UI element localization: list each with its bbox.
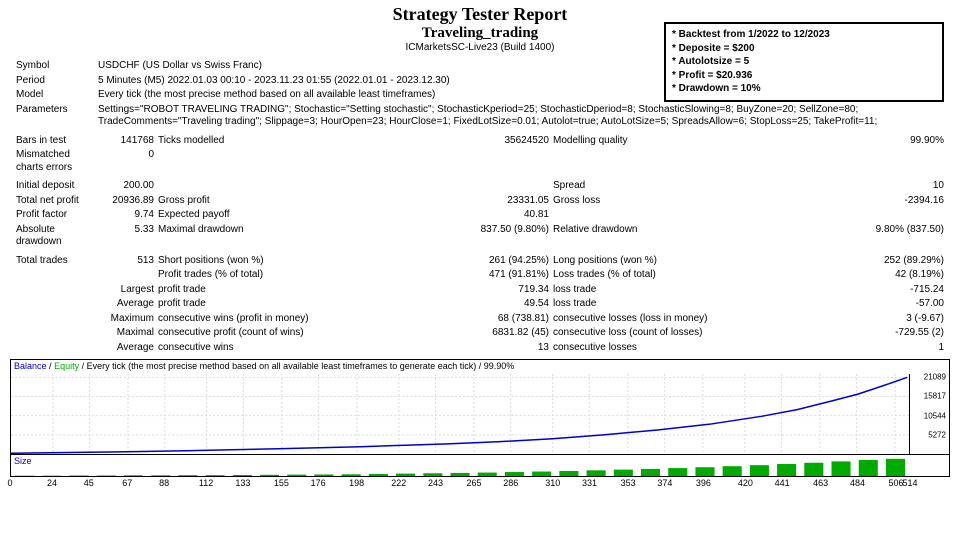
bars-label: Bars in test xyxy=(14,134,96,149)
avg-prefix: Average xyxy=(96,297,156,312)
chart-equity-label: Equity xyxy=(54,361,79,371)
maxp-w-label: consecutive profit (count of wins) xyxy=(156,326,446,341)
maxdd-label: Maximal drawdown xyxy=(156,223,446,250)
summary-note-box: * Backtest from 1/2022 to 12/2023* Depos… xyxy=(664,22,944,102)
totaltrades-label: Total trades xyxy=(14,254,96,269)
lt-val: 42 (8.19%) xyxy=(841,268,946,283)
avg-l-val: -57.00 xyxy=(841,297,946,312)
grossprofit-val: 23331.05 xyxy=(446,194,551,209)
spread-label: Spread xyxy=(551,179,841,194)
largest-p-label: profit trade xyxy=(156,283,446,298)
reldd-label: Relative drawdown xyxy=(551,223,841,250)
netprofit-val: 20936.89 xyxy=(96,194,156,209)
params-label: Parameters xyxy=(14,103,96,130)
grossloss-val: -2394.16 xyxy=(841,194,946,209)
params-value: Settings="ROBOT TRAVELING TRADING"; Stoc… xyxy=(96,103,946,130)
maxc-w-label: consecutive wins (profit in money) xyxy=(156,312,446,327)
short-val: 261 (94.25%) xyxy=(446,254,551,269)
maxp-prefix: Maximal xyxy=(96,326,156,341)
maxp-l-val: -729.55 (2) xyxy=(841,326,946,341)
absdd-val: 5.33 xyxy=(96,223,156,250)
absdd-label: Absolute drawdown xyxy=(14,223,96,250)
grossloss-label: Gross loss xyxy=(551,194,841,209)
model-label: Model xyxy=(14,88,96,103)
maxc-w-val: 68 (738.81) xyxy=(446,312,551,327)
pt-label: Profit trades (% of total) xyxy=(156,268,446,283)
quality-label: Modelling quality xyxy=(551,134,841,149)
lt-label: Loss trades (% of total) xyxy=(551,268,841,283)
size-label: Size xyxy=(14,456,32,466)
pf-label: Profit factor xyxy=(14,208,96,223)
mismatch-val: 0 xyxy=(96,148,156,175)
ep-label: Expected payoff xyxy=(156,208,446,223)
pt-val: 471 (91.81%) xyxy=(446,268,551,283)
quality-val: 99.90% xyxy=(841,134,946,149)
largest-prefix: Largest xyxy=(96,283,156,298)
maxp-l-label: consecutive loss (count of losses) xyxy=(551,326,841,341)
avgc-prefix: Average xyxy=(96,341,156,356)
largest-l-val: -715.24 xyxy=(841,283,946,298)
chart-header: Balance / Equity / Every tick (the most … xyxy=(11,360,949,372)
x-axis: 0244567881121331551761982222432652863103… xyxy=(10,477,950,491)
deposit-label: Initial deposit xyxy=(14,179,96,194)
balance-chart: Balance / Equity / Every tick (the most … xyxy=(10,359,950,455)
bars-val: 141768 xyxy=(96,134,156,149)
chart-header-rest: / Every tick (the most precise method ba… xyxy=(82,361,515,371)
avg-l-label: loss trade xyxy=(551,297,841,312)
maxc-prefix: Maximum xyxy=(96,312,156,327)
pf-val: 9.74 xyxy=(96,208,156,223)
largest-p-val: 719.34 xyxy=(446,283,551,298)
largest-l-label: loss trade xyxy=(551,283,841,298)
chart-balance-label: Balance xyxy=(14,361,47,371)
totaltrades-val: 513 xyxy=(96,254,156,269)
grossprofit-label: Gross profit xyxy=(156,194,446,209)
deposit-val: 200.00 xyxy=(96,179,156,194)
ep-val: 40.81 xyxy=(446,208,551,223)
symbol-label: Symbol xyxy=(14,59,96,74)
avgc-l-label: consecutive losses xyxy=(551,341,841,356)
long-val: 252 (89.29%) xyxy=(841,254,946,269)
period-label: Period xyxy=(14,74,96,89)
avgc-w-label: consecutive wins xyxy=(156,341,446,356)
avg-p-val: 49.54 xyxy=(446,297,551,312)
mismatch-label: Mismatched charts errors xyxy=(14,148,96,175)
ticks-label: Ticks modelled xyxy=(156,134,446,149)
stats-table: Bars in test 141768 Ticks modelled 35624… xyxy=(14,134,946,356)
maxp-w-val: 6831.82 (45) xyxy=(446,326,551,341)
maxc-l-label: consecutive losses (loss in money) xyxy=(551,312,841,327)
ticks-val: 35624520 xyxy=(446,134,551,149)
avgc-l-val: 1 xyxy=(841,341,946,356)
long-label: Long positions (won %) xyxy=(551,254,841,269)
spread-val: 10 xyxy=(841,179,946,194)
maxc-l-val: 3 (-9.67) xyxy=(841,312,946,327)
reldd-val: 9.80% (837.50) xyxy=(841,223,946,250)
avgc-w-val: 13 xyxy=(446,341,551,356)
netprofit-label: Total net profit xyxy=(14,194,96,209)
maxdd-val: 837.50 (9.80%) xyxy=(446,223,551,250)
short-label: Short positions (won %) xyxy=(156,254,446,269)
size-chart: Size xyxy=(10,455,950,477)
avg-p-label: profit trade xyxy=(156,297,446,312)
